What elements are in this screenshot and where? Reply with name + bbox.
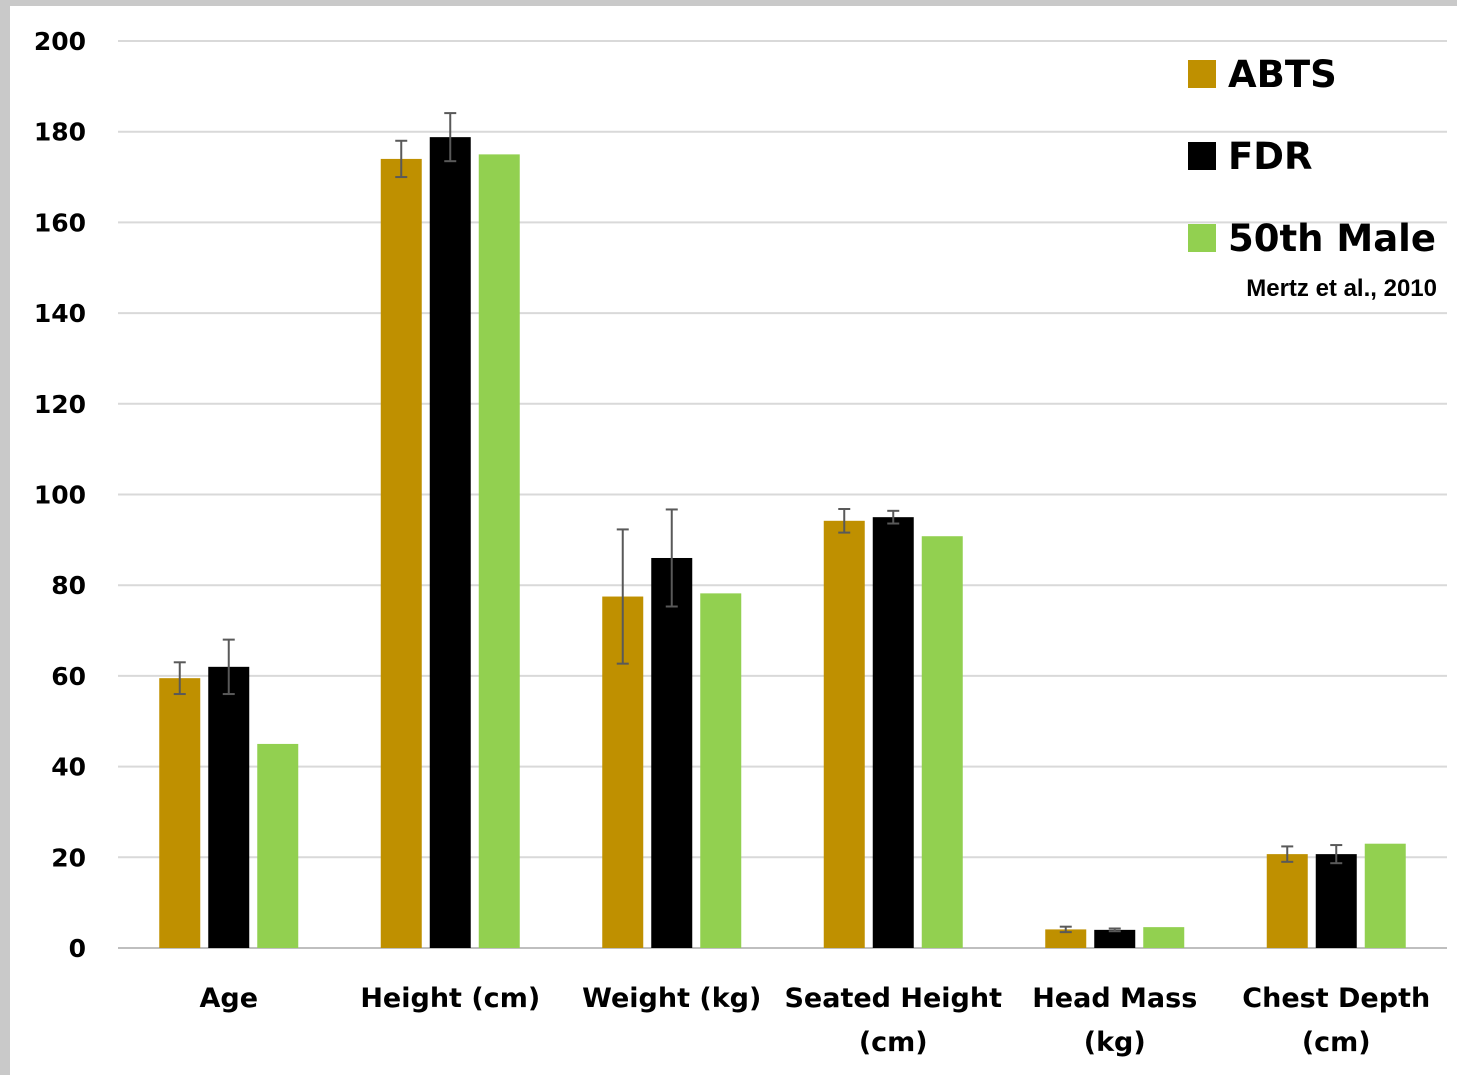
legend-label: FDR: [1228, 135, 1312, 178]
bar-fdr: [872, 517, 914, 948]
bars: [159, 137, 1406, 949]
category-label: Seated Height (cm): [784, 983, 1002, 1058]
error-bar: [616, 528, 629, 665]
bar-abts: [823, 520, 865, 948]
bar-50th-male: [1364, 843, 1406, 948]
y-tick-label: 60: [51, 662, 86, 691]
bar-abts: [1045, 929, 1087, 948]
category-label: Chest Depth (cm): [1242, 983, 1430, 1058]
source-annotation: Mertz et al., 2010: [1246, 275, 1437, 302]
bar-fdr: [429, 137, 471, 949]
bar-abts: [380, 158, 422, 948]
category-label: Head Mass (kg): [1032, 983, 1197, 1058]
y-tick-label: 0: [69, 934, 86, 963]
bar-50th-male: [1143, 927, 1185, 948]
y-axis-ticks: 0 20 40 60 80 100 120 140 160 180 200: [34, 27, 86, 963]
error-bar: [1330, 844, 1343, 865]
bar-50th-male: [257, 743, 299, 948]
y-tick-label: 180: [34, 118, 86, 147]
bar-50th-male: [700, 593, 742, 948]
bar-abts: [1266, 854, 1308, 948]
y-tick-label: 120: [34, 390, 86, 419]
bar-fdr: [1315, 854, 1357, 948]
bar-50th-male: [478, 154, 520, 948]
gridlines: [118, 40, 1447, 949]
bar-chart: 0 20 40 60 80 100 120 140 160 180 200 Age Height (c…: [34, 27, 1447, 1058]
bar-50th-male: [921, 536, 963, 948]
category-label: Height (cm): [360, 983, 540, 1014]
legend-swatch: [1188, 60, 1216, 88]
category-label: Age: [199, 983, 258, 1014]
legend-label: ABTS: [1228, 53, 1337, 96]
chart-frame: 0 20 40 60 80 100 120 140 160 180 200 Age Height (c…: [10, 6, 1457, 1075]
error-bar: [1108, 927, 1121, 933]
category-label: Weight (kg): [582, 983, 761, 1014]
y-tick-label: 140: [34, 299, 86, 328]
y-tick-label: 80: [51, 571, 86, 600]
y-tick-label: 100: [34, 481, 86, 510]
error-bar: [222, 638, 235, 696]
x-axis-categories: Age Height (cm) Weight (kg) Seated Height (c…: [199, 983, 1430, 1058]
bar-fdr: [1094, 929, 1136, 948]
error-bar: [395, 139, 408, 179]
bar-fdr: [208, 666, 250, 948]
bar-fdr: [651, 557, 693, 948]
bar-abts: [159, 678, 201, 948]
error-bar: [838, 508, 851, 534]
legend-swatch: [1188, 224, 1216, 252]
error-bar: [887, 509, 900, 525]
error-bar: [1059, 925, 1072, 934]
error-bars: [173, 112, 1343, 934]
y-tick-label: 200: [34, 27, 86, 56]
y-tick-label: 40: [51, 753, 86, 782]
y-tick-label: 20: [51, 843, 86, 872]
error-bar: [1281, 845, 1294, 863]
legend-swatch: [1188, 142, 1216, 170]
error-bar: [173, 661, 186, 696]
legend-label: 50th Male: [1228, 217, 1436, 260]
error-bar: [444, 112, 457, 163]
legend: ABTS FDR 50th Male: [1188, 53, 1436, 260]
error-bar: [665, 508, 678, 608]
y-tick-label: 160: [34, 208, 86, 237]
